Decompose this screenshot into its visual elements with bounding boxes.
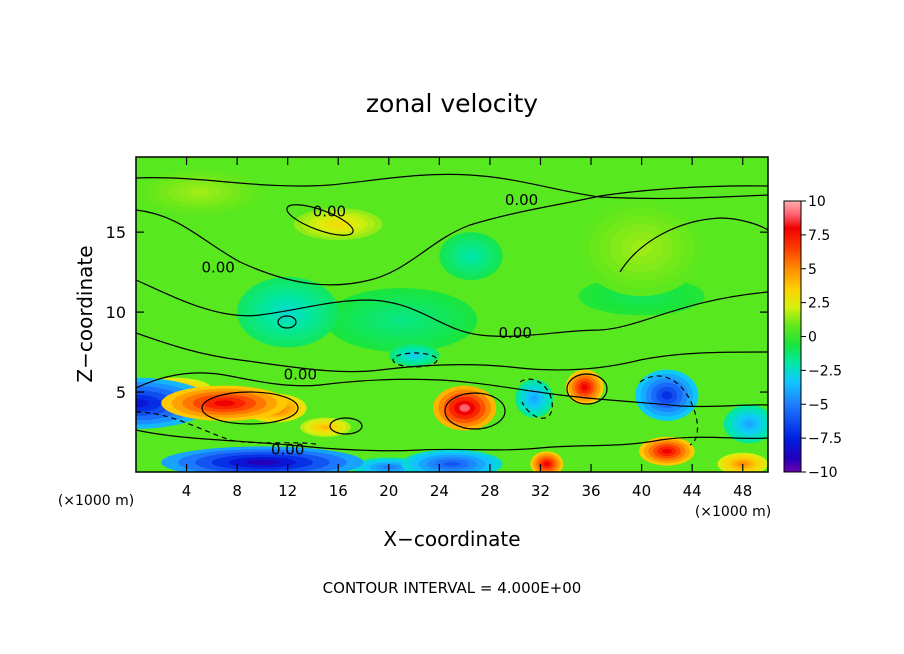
contour-closed-small xyxy=(329,417,363,435)
y-tick-label-5: 5 xyxy=(116,383,126,402)
y-axis-ticks: 5 10 15 xyxy=(106,223,768,402)
field-blob-20-layer-5 xyxy=(581,384,588,391)
x-axis-label: X−coordinate xyxy=(383,527,520,551)
contour-closed-red-right xyxy=(566,373,608,405)
x-unit-label-left: (×1000 m) xyxy=(58,493,134,509)
field-blob-21-layer-5 xyxy=(662,448,672,454)
field-blob-5-layer-5 xyxy=(279,306,297,318)
contour-dashed-3 xyxy=(519,378,553,419)
contour-closed-cyan xyxy=(277,315,297,329)
contour-line-top xyxy=(136,173,768,200)
contour-closed-red-left xyxy=(201,391,299,425)
contour-line-lower xyxy=(136,332,768,373)
field-blob-18-layer-5 xyxy=(213,400,236,407)
x-tick-label-48: 48 xyxy=(733,482,752,500)
x-tick-label-40: 40 xyxy=(632,482,651,500)
y-tick-label-15: 15 xyxy=(106,223,126,242)
colorbar-tick-label-3: 2.5 xyxy=(808,296,830,312)
contour-label-4: 0.00 xyxy=(284,365,317,383)
x-tick-label-44: 44 xyxy=(683,482,702,500)
contour-line-upper xyxy=(136,185,768,286)
colorbar-tick-label-1: 7.5 xyxy=(808,228,830,244)
velocity-field xyxy=(136,157,768,472)
field-blob-23-layer-5 xyxy=(459,404,470,412)
field-blob-8-layer-5 xyxy=(321,425,330,429)
contour-labels: 0.00 0.00 0.00 0.00 0.00 0.00 xyxy=(201,191,538,459)
colorbar-tick-label-6: −5 xyxy=(808,397,829,413)
contour-closed-red-mid xyxy=(444,392,506,430)
x-tick-label-16: 16 xyxy=(329,482,348,500)
colorbar-tick-label-0: 10 xyxy=(808,194,826,210)
field-blob-3-layer-5 xyxy=(188,188,210,197)
field-blob-19-layer-5 xyxy=(544,461,550,467)
field-blob-6-layer-5 xyxy=(330,221,346,227)
contour-label-5: 0.00 xyxy=(271,441,304,459)
x-tick-label-12: 12 xyxy=(278,482,297,500)
x-tick-label-20: 20 xyxy=(379,482,398,500)
y-axis-label: Z−coordinate xyxy=(73,245,97,382)
contour-line-mid xyxy=(136,279,768,337)
contour-label-2: 0.00 xyxy=(201,258,234,276)
field-blob-10-layer-5 xyxy=(744,420,754,428)
x-tick-label-24: 24 xyxy=(430,482,449,500)
x-axis-ticks: 4 8 12 16 20 24 28 32 36 40 44 48 xyxy=(182,157,752,500)
field-blob-16-layer-5 xyxy=(661,390,673,400)
contour-line-right xyxy=(619,217,768,273)
contour-label-1: 0.00 xyxy=(505,191,538,209)
x-tick-label-36: 36 xyxy=(581,482,600,500)
contour-dashed-4 xyxy=(392,352,438,368)
plot-frame xyxy=(135,156,769,473)
field-blob-9-layer-5 xyxy=(531,395,538,402)
field-blob-7-layer-5 xyxy=(409,353,419,358)
colorbar-tick-label-8: −10 xyxy=(808,465,838,481)
contour-interval-label: CONTOUR INTERVAL = 4.000E+00 xyxy=(323,579,582,597)
colorbar xyxy=(783,200,802,473)
x-unit-label-right: (×1000 m) xyxy=(695,504,771,520)
contour-label-3: 0.00 xyxy=(498,324,531,342)
field-blob-14-layer-5 xyxy=(443,461,461,467)
field-blob-4-layer-5 xyxy=(465,252,477,261)
contour-lines xyxy=(136,173,768,452)
contour-label-0: 0.00 xyxy=(313,202,346,220)
x-tick-label-4: 4 xyxy=(182,482,192,500)
field-blob-1-layer-5 xyxy=(388,314,415,326)
field-blob-17-layer-5 xyxy=(136,398,149,408)
colorbar-ticks: 10 7.5 5 2.5 0 −2.5 −5 −7.5 −10 xyxy=(801,194,842,481)
chart-title: zonal velocity xyxy=(366,89,538,118)
x-tick-label-32: 32 xyxy=(531,482,550,500)
colorbar-tick-label-2: 5 xyxy=(808,262,817,278)
colorbar-tick-label-4: 0 xyxy=(808,330,817,346)
colorbar-tick-label-5: −2.5 xyxy=(808,363,842,379)
contour-line-bottom xyxy=(136,372,768,408)
x-tick-label-28: 28 xyxy=(480,482,499,500)
field-blob-22-layer-5 xyxy=(245,459,280,466)
colorbar-tick-label-7: −7.5 xyxy=(808,431,842,447)
contour-line-base xyxy=(136,429,768,452)
x-tick-label-8: 8 xyxy=(232,482,242,500)
contour-dashed-1 xyxy=(136,411,321,446)
contour-closed-yellow xyxy=(286,204,354,236)
y-tick-label-10: 10 xyxy=(106,303,126,322)
